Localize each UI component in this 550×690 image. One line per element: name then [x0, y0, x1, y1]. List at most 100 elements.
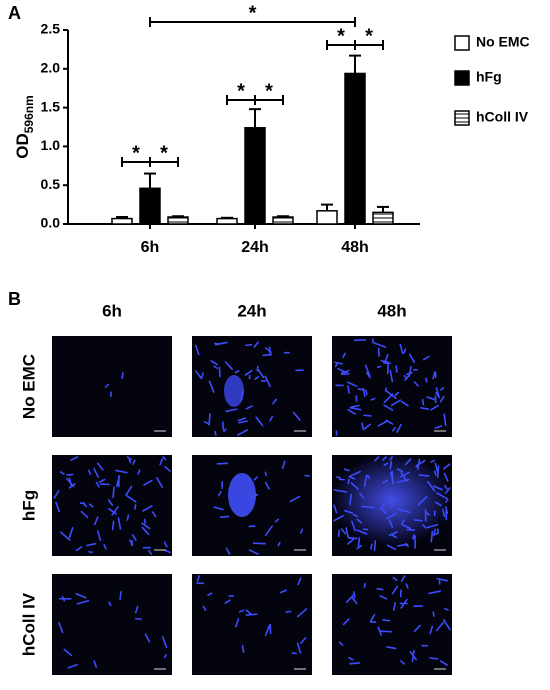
cell	[377, 420, 388, 427]
cell	[389, 460, 393, 470]
cell	[234, 618, 240, 628]
cell	[121, 371, 124, 380]
cell	[391, 585, 399, 595]
cell	[351, 520, 356, 532]
cell	[221, 421, 225, 431]
cell	[347, 408, 356, 415]
cell	[384, 387, 388, 392]
cell	[381, 508, 387, 515]
cell	[164, 549, 171, 554]
cell	[345, 527, 349, 539]
cell	[337, 529, 341, 538]
micrograph	[332, 336, 452, 437]
legend-label: No EMC	[476, 34, 530, 50]
cell	[128, 458, 132, 464]
cell	[340, 528, 347, 535]
cell	[401, 524, 412, 530]
cell	[388, 531, 398, 537]
cell	[420, 407, 430, 410]
cell	[55, 501, 61, 513]
cell	[349, 470, 361, 477]
bar	[344, 72, 366, 225]
cell	[400, 575, 406, 583]
cell	[200, 372, 204, 379]
cell	[442, 619, 451, 631]
cell	[68, 527, 74, 539]
cell	[143, 479, 153, 486]
cell	[333, 489, 339, 492]
cell	[436, 492, 448, 500]
cell	[361, 505, 375, 509]
cell	[395, 365, 398, 373]
cell	[390, 533, 397, 539]
cell	[208, 412, 211, 426]
cell	[418, 474, 430, 477]
cell	[370, 397, 376, 401]
cell	[253, 341, 259, 348]
cell	[403, 348, 407, 354]
cell	[195, 370, 203, 380]
cell	[240, 390, 244, 401]
cell	[439, 395, 445, 403]
significance-mark: *	[249, 2, 257, 24]
cell	[155, 476, 164, 489]
cell	[352, 513, 358, 517]
significance-mark: *	[265, 80, 273, 102]
cell	[350, 404, 360, 409]
cell	[70, 456, 79, 461]
cell	[75, 546, 83, 552]
cell	[277, 541, 281, 547]
biofilm	[224, 375, 244, 407]
legend-swatch	[454, 35, 470, 51]
cell	[333, 504, 338, 514]
cell	[60, 531, 71, 541]
y-tick-label: 1.5	[41, 98, 61, 114]
cell	[394, 391, 400, 397]
cell	[75, 593, 87, 599]
cell	[162, 456, 167, 461]
cell	[137, 469, 141, 475]
cell	[349, 662, 361, 665]
x-tick-label: 6h	[141, 239, 160, 256]
cell	[396, 478, 410, 483]
cell	[219, 515, 230, 519]
cell	[357, 537, 361, 547]
cell	[369, 613, 376, 623]
cell	[396, 468, 404, 473]
cell	[377, 347, 380, 357]
cell	[252, 542, 266, 545]
cell	[225, 408, 238, 413]
cell	[397, 543, 409, 547]
cell	[296, 642, 302, 654]
cell	[384, 353, 389, 363]
cell	[430, 530, 434, 543]
cell	[434, 501, 442, 507]
cell	[386, 646, 397, 650]
cell	[392, 601, 397, 611]
cell	[292, 411, 301, 421]
cell	[351, 596, 358, 605]
cell	[255, 416, 264, 427]
cell	[435, 621, 445, 632]
cell	[58, 622, 64, 634]
cell	[224, 599, 231, 605]
cell	[397, 508, 411, 514]
cell	[238, 420, 248, 424]
cell	[93, 516, 99, 526]
row-label: No EMC	[19, 354, 38, 419]
cell	[297, 608, 308, 618]
cell	[389, 456, 393, 461]
y-tick-label: 0.0	[41, 215, 61, 231]
cell	[356, 529, 368, 535]
bar	[216, 217, 238, 225]
cell	[213, 365, 218, 370]
cell	[144, 633, 151, 643]
cell	[289, 495, 301, 503]
cell	[95, 481, 100, 488]
cell	[59, 471, 65, 475]
bar	[167, 216, 189, 225]
cell	[104, 383, 110, 388]
cell	[434, 425, 443, 429]
